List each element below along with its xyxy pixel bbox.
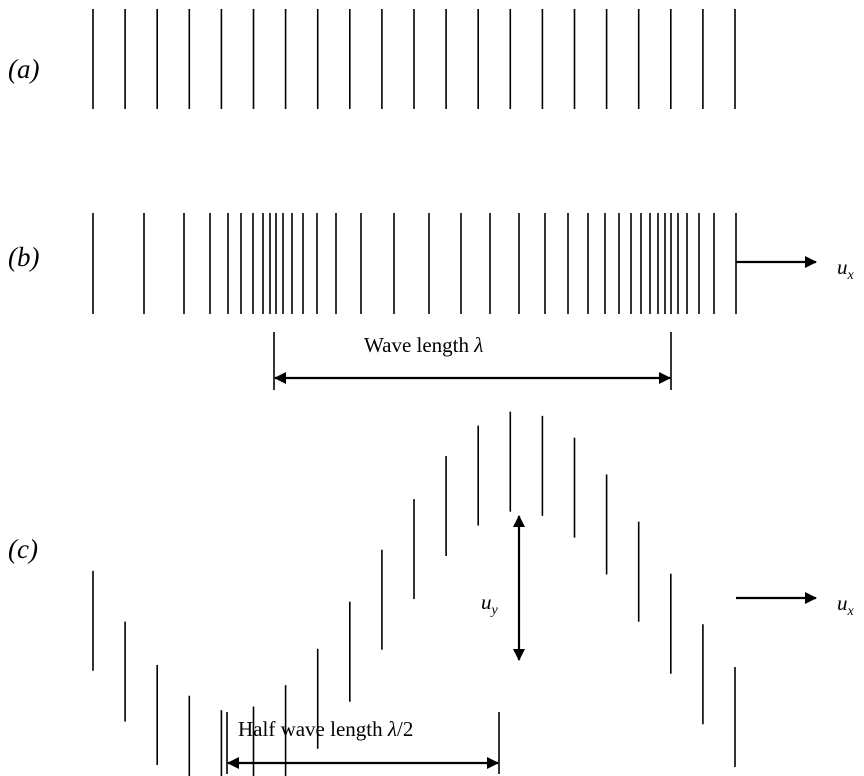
propagation-label-b: ux — [837, 255, 855, 283]
panel-label-c: (c) — [8, 534, 38, 564]
amplitude-label: uy — [481, 590, 499, 618]
panel-b-lines — [92, 213, 737, 314]
wavelength-label: Wave length λ — [364, 333, 483, 357]
half-wavelength-label: Half wave length λ/2 — [238, 717, 413, 741]
panel-a-lines — [92, 9, 736, 109]
panel-c-lines — [92, 411, 736, 776]
panel-label-b: (b) — [8, 242, 39, 272]
propagation-label-c: ux — [837, 591, 855, 619]
panel-label-a: (a) — [8, 54, 39, 84]
